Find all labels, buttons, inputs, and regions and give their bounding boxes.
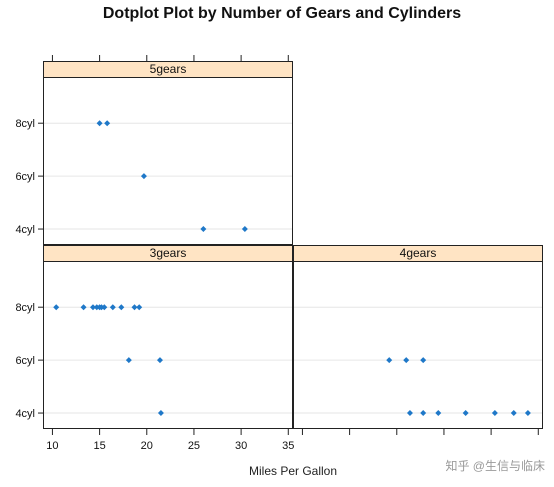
data-point	[53, 304, 60, 311]
x-tick-label: 20	[141, 440, 153, 452]
data-point	[109, 304, 116, 311]
watermark: 知乎 @生信与临床	[445, 459, 545, 473]
data-point	[386, 357, 393, 364]
data-point	[241, 226, 248, 233]
data-point	[406, 410, 413, 417]
y-tick-label-8cyl: 8cyl	[15, 118, 35, 130]
data-point	[140, 173, 147, 180]
y-tick-label-6cyl: 6cyl	[15, 171, 35, 183]
data-point	[125, 357, 132, 364]
chart-title: Dotplot Plot by Number of Gears and Cyli…	[103, 5, 461, 22]
panels: 5gears 4cyl 6cyl 8cyl 3gears 4cyl 6cyl 8cyl 4gea…	[15, 55, 543, 452]
data-point	[435, 410, 442, 417]
panel-5gears: 5gears 4cyl 6cyl 8cyl	[15, 61, 293, 245]
y-tick-label-8cyl: 8cyl	[15, 302, 35, 314]
x-tick-label: 30	[235, 440, 247, 452]
data-point	[104, 120, 111, 127]
data-point	[131, 304, 138, 311]
strip-label-4gears: 4gears	[400, 246, 437, 260]
panel-3gears: 3gears 4cyl 6cyl 8cyl	[15, 245, 293, 429]
panel-background	[43, 245, 293, 429]
data-point	[420, 357, 427, 364]
data-point	[200, 226, 207, 233]
panel-border	[43, 61, 293, 245]
data-point	[462, 410, 469, 417]
strip-label-3gears: 3gears	[150, 246, 187, 260]
x-tick-label: 15	[93, 440, 105, 452]
x-tick-label: 35	[282, 440, 294, 452]
x-tick-label: 10	[46, 440, 58, 452]
data-point	[136, 304, 143, 311]
data-point	[101, 304, 108, 311]
data-point	[491, 410, 498, 417]
data-point	[156, 357, 163, 364]
data-point	[90, 304, 96, 311]
data-point	[80, 304, 87, 311]
data-point	[510, 410, 517, 417]
x-tick-label: 25	[188, 440, 200, 452]
panel-4gears: 4gears	[293, 245, 543, 429]
data-point	[420, 410, 427, 417]
strip-label-5gears: 5gears	[150, 62, 187, 76]
y-tick-label-4cyl: 4cyl	[15, 408, 35, 420]
panel-border	[293, 245, 543, 429]
panel-background	[43, 61, 293, 245]
x-axis-title: Miles Per Gallon	[249, 464, 337, 478]
data-point	[157, 410, 164, 417]
panel-border	[43, 245, 293, 429]
data-point	[118, 304, 125, 311]
data-point	[96, 120, 103, 127]
panel-background	[293, 245, 543, 429]
y-tick-label-4cyl: 4cyl	[15, 224, 35, 236]
y-tick-label-6cyl: 6cyl	[15, 355, 35, 367]
data-point	[524, 410, 531, 417]
data-point	[403, 357, 410, 364]
